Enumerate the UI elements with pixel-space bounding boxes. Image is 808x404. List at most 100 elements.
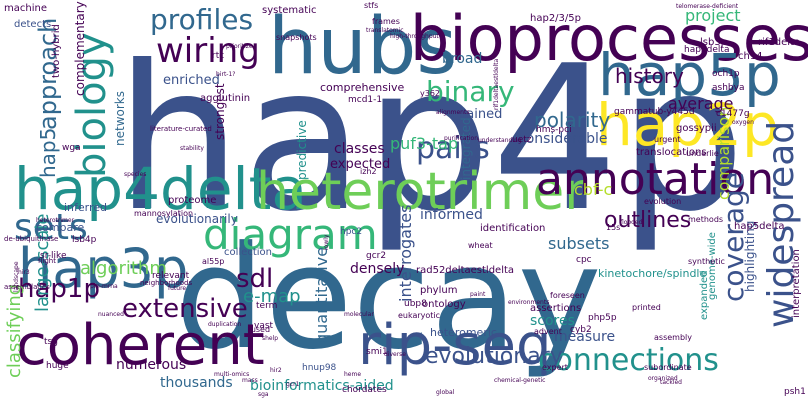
cloud-word: hir2	[270, 367, 282, 374]
cloud-word: flight	[38, 257, 56, 265]
cloud-word: duplication	[208, 321, 242, 328]
cloud-word: rif1deltaestldelta	[493, 58, 500, 110]
cloud-word: interrogates	[396, 204, 415, 302]
cloud-word: machine	[4, 3, 47, 14]
cloud-word: enriched	[163, 73, 220, 88]
cloud-word: collection	[224, 247, 272, 258]
cloud-word: heterotrimer	[256, 162, 586, 222]
cloud-word: oxygen	[732, 119, 754, 126]
cloud-word: species	[124, 171, 147, 178]
cloud-word: classes	[334, 141, 385, 157]
cloud-word: history	[615, 64, 684, 88]
cloud-word: understanding	[478, 137, 522, 144]
cloud-word: connections	[538, 343, 719, 378]
cloud-word: ubp8	[404, 299, 427, 309]
cloud-word: cpc	[576, 255, 592, 265]
cloud-word: informed	[420, 207, 483, 223]
cloud-word: uetz	[512, 135, 532, 145]
cloud-word: rad52deltaestldelta	[416, 265, 515, 276]
cloud-word: paint	[470, 291, 486, 298]
cloud-word: profiles	[150, 3, 254, 36]
cloud-word: wheat	[468, 241, 493, 250]
cloud-word: fused	[248, 325, 271, 334]
cloud-word: organized	[648, 375, 678, 382]
cloud-word: methods	[688, 215, 724, 224]
cloud-word: wga	[62, 143, 81, 153]
cloud-word: psh1	[784, 387, 806, 397]
cloud-word: heteromeric	[430, 326, 497, 339]
cloud-word: algorithm	[80, 258, 167, 279]
cloud-word: sr-like	[40, 251, 67, 261]
cloud-word: landscape	[13, 261, 20, 292]
cloud-word: ashbya	[712, 83, 745, 93]
cloud-word: agglutinin	[200, 93, 251, 104]
cloud-word: outlines	[604, 208, 692, 233]
cloud-word: huge	[46, 361, 69, 371]
cloud-word: ch14	[738, 51, 763, 62]
cloud-word: environments	[508, 299, 550, 306]
cloud-word: sga	[258, 391, 269, 398]
cloud-word: wiring	[156, 31, 260, 71]
cloud-word: literature-curated	[150, 125, 212, 133]
cloud-word: hpc2	[340, 227, 363, 237]
cloud-word: scores	[530, 313, 575, 329]
cloud-word: expert	[542, 363, 568, 372]
cloud-word: nuanced	[98, 311, 124, 318]
cloud-word: broad	[442, 51, 483, 67]
cloud-word: sdl	[236, 264, 274, 294]
cloud-word: och1p	[712, 69, 740, 79]
cloud-word: hubs	[268, 2, 458, 92]
cloud-word: evolution	[644, 197, 682, 206]
cloud-word: urgent	[654, 135, 681, 144]
cloud-word: global	[436, 389, 455, 396]
cloud-word: densely	[350, 261, 405, 277]
cloud-word: systematic	[262, 5, 317, 16]
cloud-word: kinetochore/spindle	[598, 267, 707, 280]
cloud-word: assembly	[654, 333, 692, 342]
cloud-word: gammatub-y445d	[614, 107, 695, 117]
cloud-word: decay	[175, 216, 602, 381]
cloud-word: bioinformatics-aided	[250, 378, 394, 394]
cloud-word: numerous	[116, 357, 187, 373]
cloud-word: hap2p	[596, 91, 779, 159]
cloud-word: c1477g	[716, 109, 750, 119]
cloud-word: rif1delta	[758, 37, 801, 48]
cloud-word: hap2/3/5p	[530, 13, 581, 24]
cloud-word: lsb3p	[700, 37, 728, 48]
cloud-word: al55p	[202, 257, 225, 266]
cloud-word: heterotrimer	[36, 217, 75, 224]
cloud-word: hap1p	[18, 274, 100, 304]
cloud-word: vast	[254, 321, 274, 331]
cloud-word: gained	[458, 107, 503, 122]
cloud-word: proteome	[168, 195, 217, 206]
cloud-word: neighborhoods	[140, 279, 193, 287]
cloud-word: two-hybrid	[51, 24, 62, 78]
cloud-word: e-map	[243, 286, 301, 307]
cloud-word: coherent	[16, 313, 265, 378]
cloud-word: y362	[420, 89, 441, 98]
cloud-word: hnup98	[302, 363, 337, 373]
cloud-word: ontology	[422, 299, 466, 310]
cloud-word: chemical-genetic	[494, 377, 546, 384]
cloud-word: snapshots	[276, 33, 317, 42]
cloud-word: considerable	[518, 131, 608, 147]
cloud-word: frames	[372, 17, 400, 26]
cloud-word: purification	[444, 135, 478, 142]
cloud-word: integrated	[459, 117, 473, 180]
cloud-word: php5p	[588, 313, 617, 323]
cloud-word: quantitative	[312, 246, 331, 344]
cloud-word: puf3-tap	[390, 134, 459, 153]
cloud-word: assemblages	[4, 283, 50, 291]
cloud-word: flooded	[620, 219, 643, 226]
cloud-word: diagram	[203, 210, 378, 259]
cloud-word: cyb2	[570, 325, 592, 335]
cloud-word: smi1	[366, 347, 388, 357]
cloud-word: hap4p	[115, 23, 746, 256]
cloud-word: evolutionarily	[156, 212, 238, 226]
cloud-word: hap5	[36, 127, 60, 178]
cloud-word: tackled	[660, 379, 682, 386]
cloud-word: hir3	[18, 269, 30, 276]
cloud-word: annotation	[536, 154, 775, 205]
cloud-word: shelp	[262, 335, 279, 342]
cloud-word: compare	[36, 221, 85, 234]
